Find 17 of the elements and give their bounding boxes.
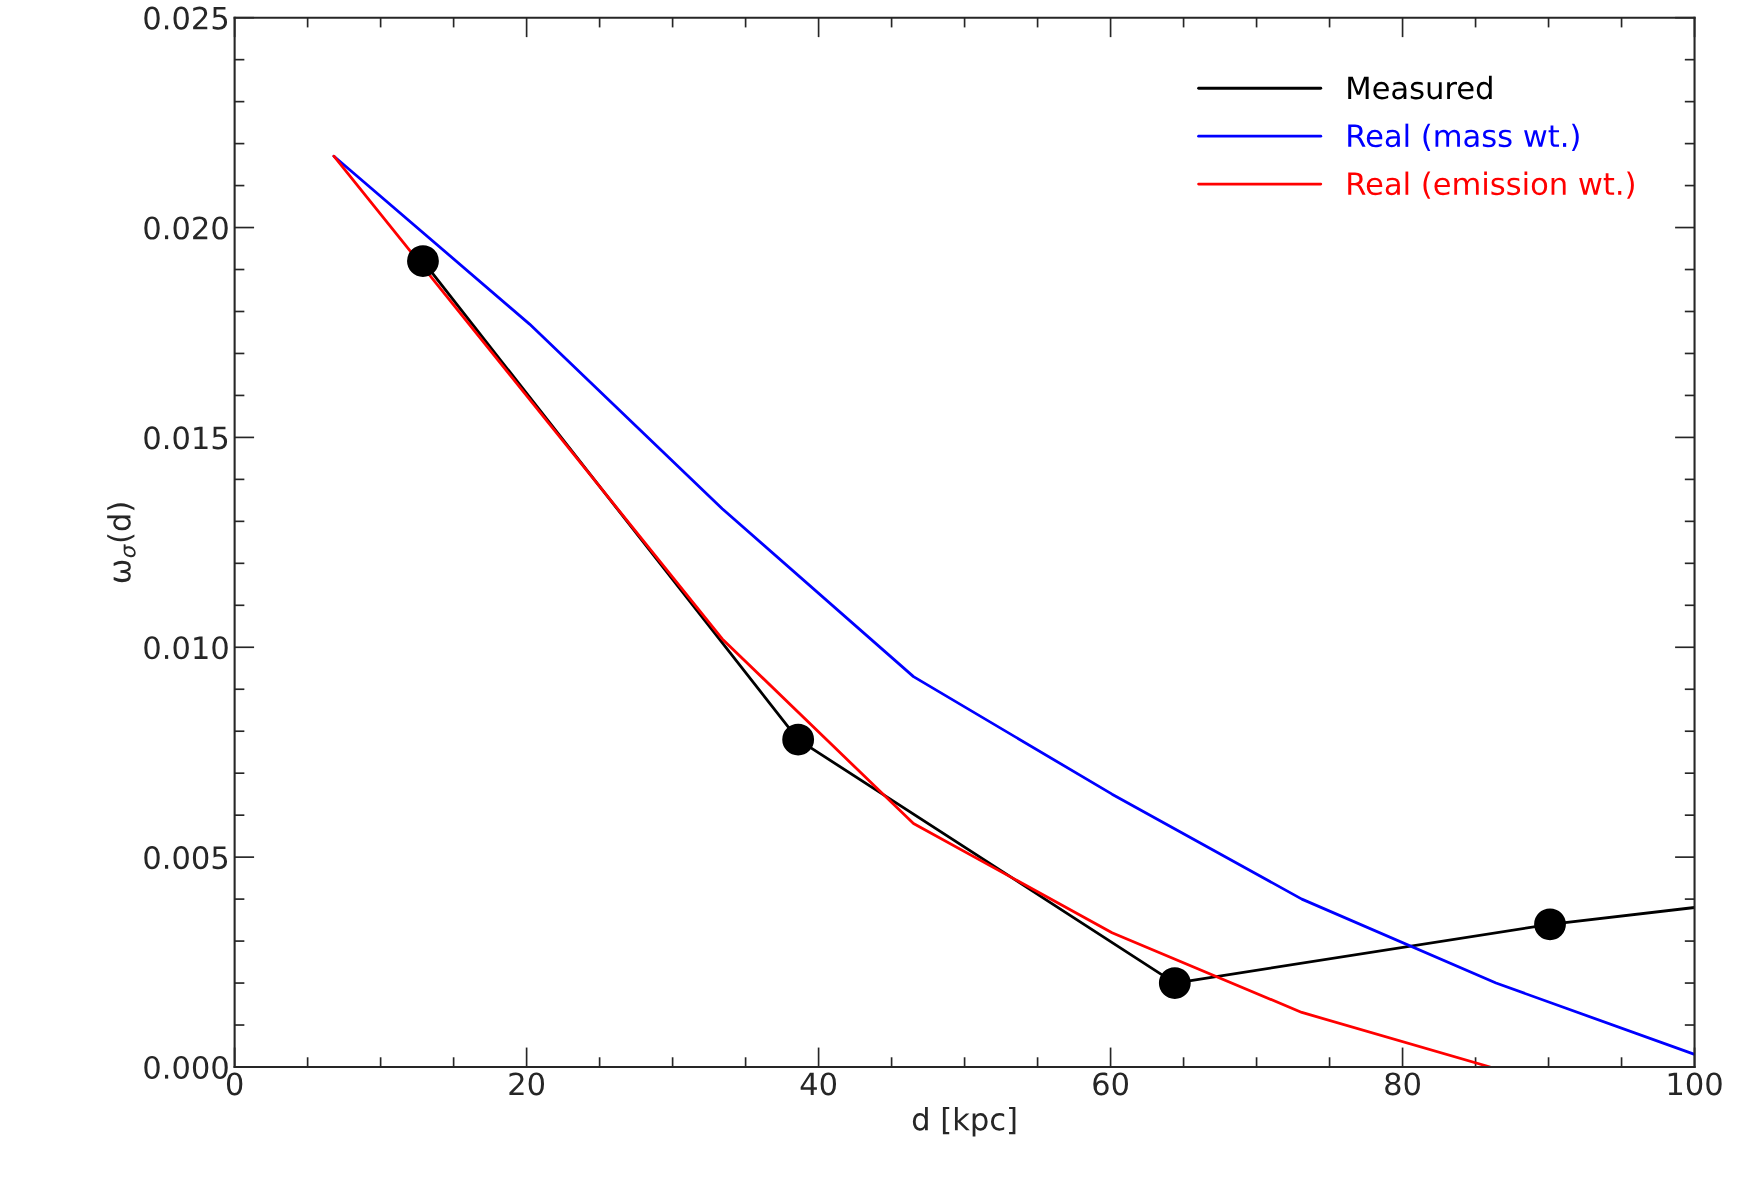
y-tick-label: 0.020 [144, 216, 228, 240]
y-tick-label: 0.005 [144, 846, 228, 870]
legend-label: Real (emission wt.) [1348, 171, 1634, 199]
x-tick-label: 100 [1668, 1072, 1722, 1096]
x-tick-label: 80 [1385, 1072, 1420, 1096]
x-axis-title: d [kpc] [912, 1106, 1016, 1137]
x-tick-label: 20 [509, 1072, 545, 1096]
y-tick-label: 0.000 [144, 1055, 228, 1080]
x-tick-label: 60 [1093, 1072, 1128, 1096]
legend-label: Measured [1348, 75, 1492, 100]
x-tick-label: 40 [800, 1072, 837, 1096]
legend-label: Real (mass wt.) [1348, 123, 1579, 151]
y-tick-label: 0.010 [144, 636, 228, 660]
y-tick-label: 0.025 [144, 6, 228, 30]
y-axis-title: ω$_{σ}$(d) [107, 503, 136, 583]
x-tick-label: 0 [226, 1072, 243, 1096]
y-tick-label: 0.015 [144, 426, 228, 450]
